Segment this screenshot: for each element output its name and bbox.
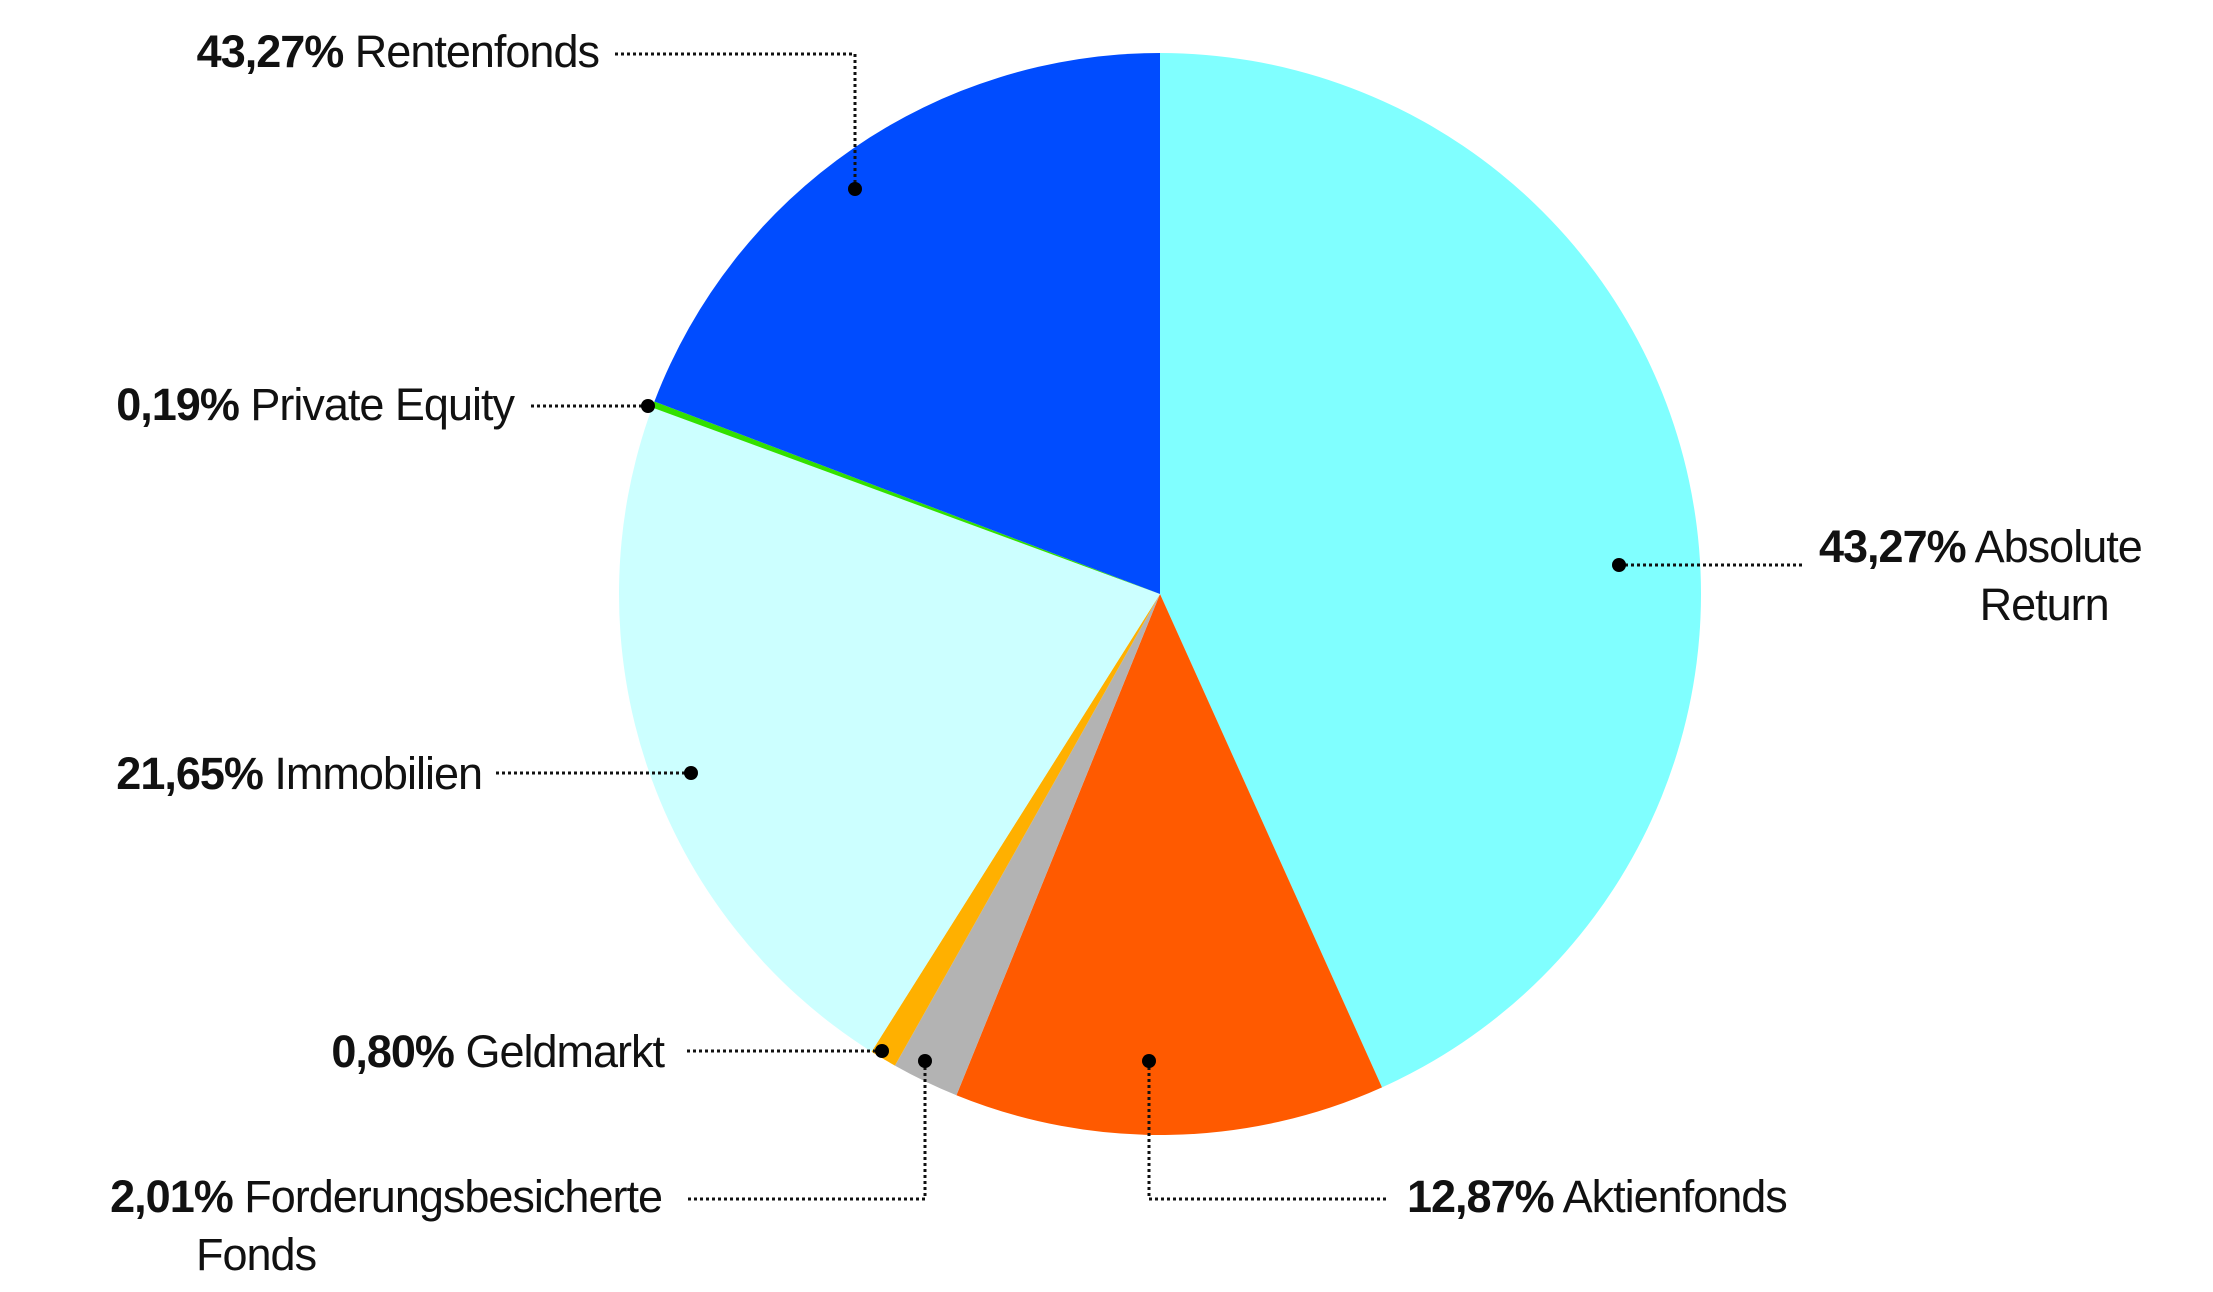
data-label-percent: 2,01% xyxy=(110,1171,233,1222)
data-label-geldmarkt: 0,80% Geldmarkt xyxy=(331,1026,665,1077)
data-label-immobilien: 21,65% Immobilien xyxy=(116,748,482,799)
data-label-name: Immobilien xyxy=(263,748,482,799)
data-label-private-equity: 0,19% Private Equity xyxy=(116,379,515,430)
pie-slice-absolute-return xyxy=(1160,53,1702,1088)
data-label-rentenfonds: 43,27% Rentenfonds xyxy=(197,26,599,77)
pie-labels: 43,27% Absolute Return 12,87% Aktienfonds 2… xyxy=(110,26,2143,1280)
leader-dot-private-equity xyxy=(641,399,655,413)
data-label-name-line2: Fonds xyxy=(196,1229,316,1280)
data-label-percent: 12,87% xyxy=(1407,1171,1554,1222)
leader-dot-immobilien xyxy=(684,766,698,780)
data-label-name: Private Equity xyxy=(239,379,516,430)
data-label-name: Geldmarkt xyxy=(454,1026,666,1077)
leader-line-aktienfonds xyxy=(1147,1061,1386,1201)
pie-slice-private-equity xyxy=(652,401,1160,594)
data-label-name: Absolute xyxy=(1966,521,2142,572)
pie-slice-aktienfonds xyxy=(956,594,1383,1135)
data-label-percent: 43,27% xyxy=(1819,521,1966,572)
leader-dot-aktienfonds xyxy=(1142,1054,1156,1068)
data-label-absolute-return: 43,27% Absolute xyxy=(1819,521,2142,572)
data-label-forderungsbesicherte-fonds: 2,01% Forderungsbesicherte xyxy=(110,1171,662,1222)
data-label-percent: 0,80% xyxy=(331,1026,454,1077)
data-label-percent: 21,65% xyxy=(116,748,263,799)
leader-dot-absolute-return xyxy=(1612,558,1626,572)
pie-slices xyxy=(618,53,1702,1135)
leader-line-forderungsbesicherte-fonds xyxy=(687,1061,927,1201)
data-label-name: Rentenfonds xyxy=(343,26,599,77)
leader-dot-geldmarkt xyxy=(875,1044,889,1058)
pie-slice-forderungsbesicherte-fonds xyxy=(894,594,1160,1096)
data-label-percent: 0,19% xyxy=(116,379,239,430)
data-label-name: Aktienfonds xyxy=(1554,1171,1787,1222)
pie-slice-immobilien xyxy=(618,407,1160,1052)
pie-slice-rentenfonds xyxy=(654,53,1160,594)
leader-dot-rentenfonds xyxy=(848,182,862,196)
pie-slice-geldmarkt xyxy=(871,594,1160,1066)
leader-line-rentenfonds xyxy=(613,52,857,189)
data-label-name: Forderungsbesicherte xyxy=(233,1171,662,1222)
data-label-percent: 43,27% xyxy=(197,26,344,77)
data-label-aktienfonds: 12,87% Aktienfonds xyxy=(1407,1171,1787,1222)
data-label-name-line2: Return xyxy=(1980,579,2109,630)
leader-dot-forderungsbesicherte-fonds xyxy=(918,1054,932,1068)
